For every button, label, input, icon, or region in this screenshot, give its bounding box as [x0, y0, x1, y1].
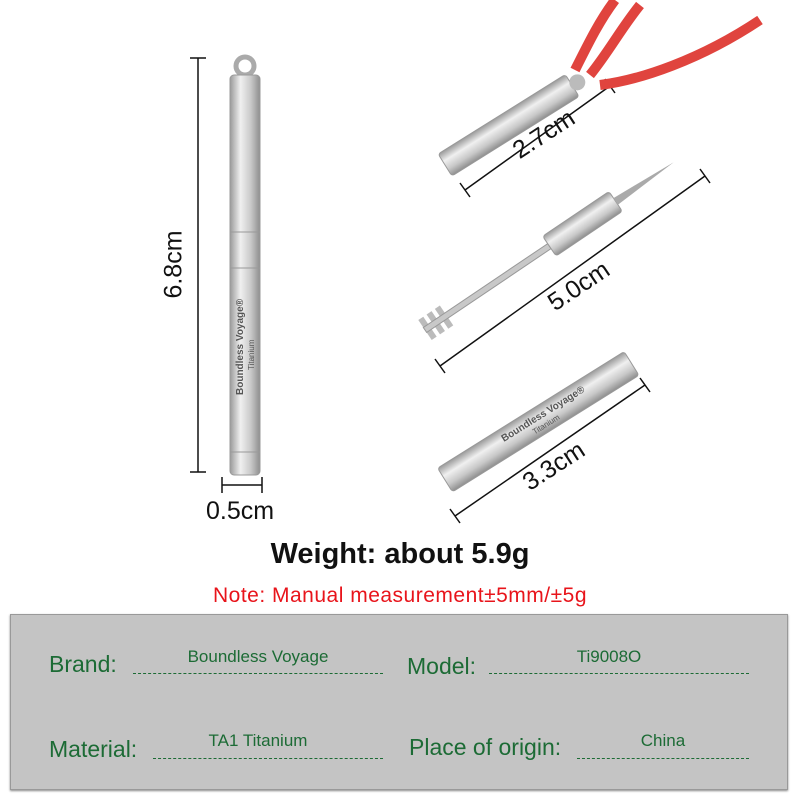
- dimension-lines: [190, 57, 711, 524]
- origin-value: China: [640, 731, 686, 750]
- brand-underline: [133, 660, 383, 674]
- lanyard-rope: [570, 0, 763, 90]
- length-label: 6.8cm: [159, 230, 188, 299]
- material-underline: [153, 745, 383, 759]
- material-label: Material:: [49, 736, 138, 762]
- origin-label: Place of origin:: [409, 734, 562, 760]
- diameter-label: 0.5cm: [206, 497, 275, 525]
- cap-piece: [438, 74, 586, 176]
- model-value: Ti9008O: [576, 647, 642, 666]
- keyring-loop: [233, 54, 257, 78]
- model-underline: [489, 660, 749, 674]
- case-tube: [229, 74, 261, 476]
- brand-label: Brand:: [49, 651, 117, 677]
- measurement-note: Note: Manual measurement±5mm/±5g: [212, 584, 588, 607]
- origin-underline: [577, 745, 749, 759]
- pick-tool: [418, 162, 674, 340]
- weight-text: Weight: about 5.9g: [270, 538, 530, 570]
- model-label: Model:: [407, 653, 477, 679]
- spec-table: Brand: Boundless Voyage Model: Ti9008O M…: [10, 614, 788, 790]
- material-value: TA1 Titanium: [208, 731, 308, 750]
- product-brand-text: Boundless Voyage®: [235, 298, 246, 395]
- assembled-case: Boundless Voyage® Titanium: [229, 54, 261, 476]
- brand-value: Boundless Voyage: [187, 647, 329, 666]
- product-material-text: Titanium: [247, 339, 256, 370]
